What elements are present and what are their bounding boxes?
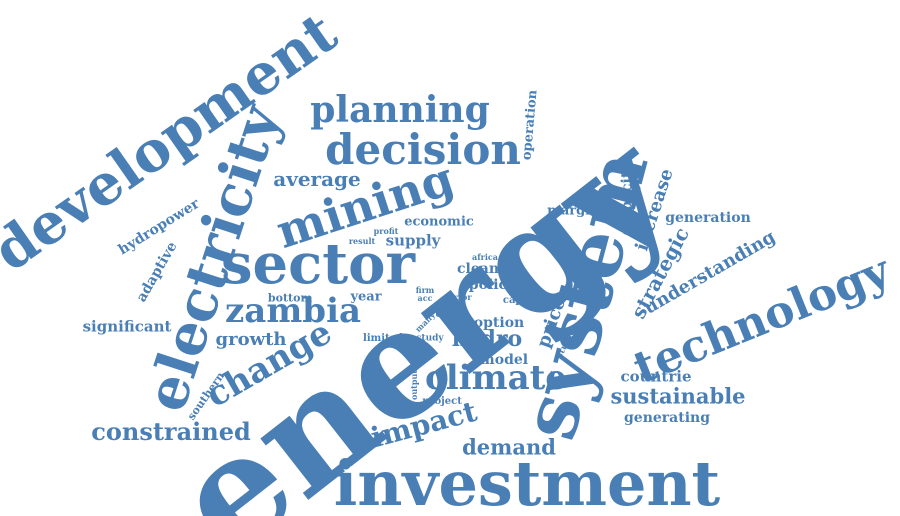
- word-marginal: marginal: [547, 203, 613, 219]
- word-policy: policy: [468, 277, 516, 293]
- word-acc: acc: [417, 293, 433, 303]
- word-year: year: [350, 289, 382, 305]
- word-bottom: bottom: [267, 291, 313, 305]
- word-hydro: hydro: [451, 326, 523, 352]
- word-project: project: [422, 396, 462, 407]
- word-limited: limited: [363, 333, 403, 344]
- word-economic: economic: [404, 214, 474, 230]
- word-clean: clean: [457, 261, 499, 277]
- word-profit: profit: [373, 226, 399, 236]
- word-supply: supply: [385, 231, 441, 250]
- word-cost: cost: [435, 309, 459, 320]
- word-study: study: [416, 333, 444, 344]
- word-capacity: capacity: [619, 163, 635, 229]
- word-africa: africa: [472, 252, 498, 262]
- word-decision: decision: [325, 125, 521, 174]
- word-model: model: [479, 352, 529, 368]
- word-sector: sector: [221, 231, 415, 297]
- word-constrained: constrained: [91, 417, 251, 446]
- word-generating: generating: [624, 410, 710, 426]
- word-output: output: [409, 370, 419, 400]
- word-option: option: [473, 315, 525, 331]
- word-climate: climate: [425, 358, 567, 398]
- word-result: result: [348, 236, 376, 246]
- word-significant: significant: [82, 317, 172, 336]
- word-firm: firm: [415, 285, 435, 295]
- word-capital: capital: [502, 295, 542, 306]
- word-growth: growth: [215, 329, 287, 350]
- word-planning: planning: [310, 89, 490, 131]
- word-sustainable: sustainable: [610, 383, 746, 409]
- word-generation: generation: [665, 210, 751, 226]
- word-error: error: [448, 292, 472, 302]
- word-average: average: [273, 167, 361, 191]
- word-zambia: zambia: [224, 291, 362, 331]
- word-countrie: countrie: [620, 367, 692, 386]
- word-investment: investment: [333, 447, 721, 516]
- word-demand: demand: [462, 434, 556, 460]
